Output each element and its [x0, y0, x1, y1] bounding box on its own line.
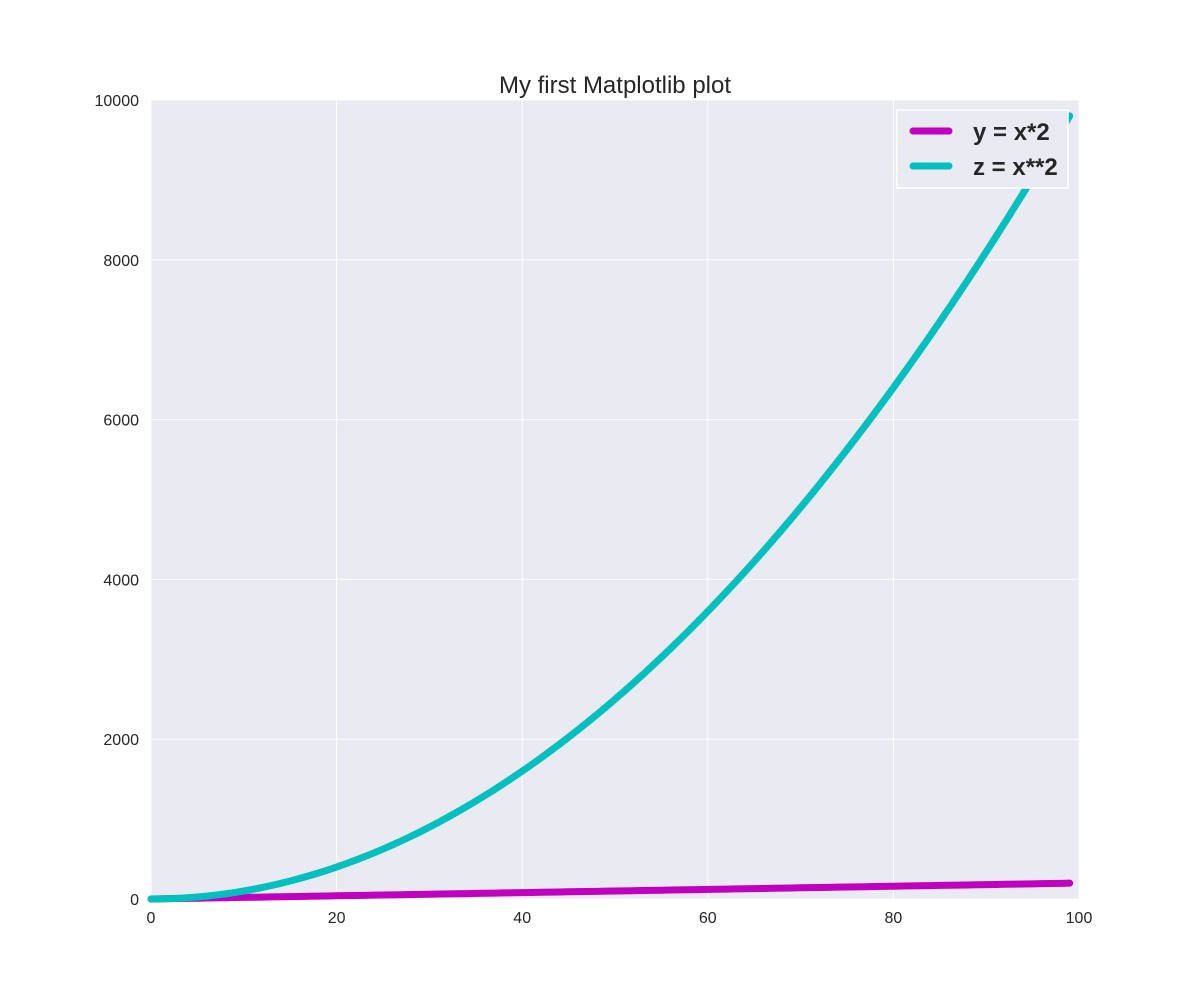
x-tick-label: 0: [147, 910, 156, 927]
y-tick-label: 8000: [103, 253, 139, 270]
y-tick-label: 4000: [103, 572, 139, 589]
legend: y = x*2 z = x**2: [896, 109, 1069, 189]
legend-box: [896, 109, 1069, 189]
x-tick-label: 100: [1066, 910, 1093, 927]
x-tick-label: 80: [885, 910, 903, 927]
chart-title: My first Matplotlib plot: [499, 72, 731, 99]
y-tick-label: 10000: [95, 93, 140, 110]
y-tick-label: 6000: [103, 413, 139, 430]
legend-label-z: z = x**2: [973, 154, 1058, 181]
tick-labels: 0 20 40 60 80 100 0 2000 4000 6000 8000 10000: [95, 93, 1093, 927]
legend-label-y: y = x*2: [973, 119, 1050, 146]
x-tick-label: 40: [513, 910, 531, 927]
series-line-y: [147, 879, 1074, 903]
plot-background: [151, 100, 1079, 899]
x-tick-label: 20: [328, 910, 346, 927]
y-tick-label: 0: [130, 892, 139, 909]
series-lines: [147, 112, 1074, 903]
series-line-z: [147, 112, 1074, 903]
y-tick-label: 2000: [103, 732, 139, 749]
x-tick-label: 60: [699, 910, 717, 927]
